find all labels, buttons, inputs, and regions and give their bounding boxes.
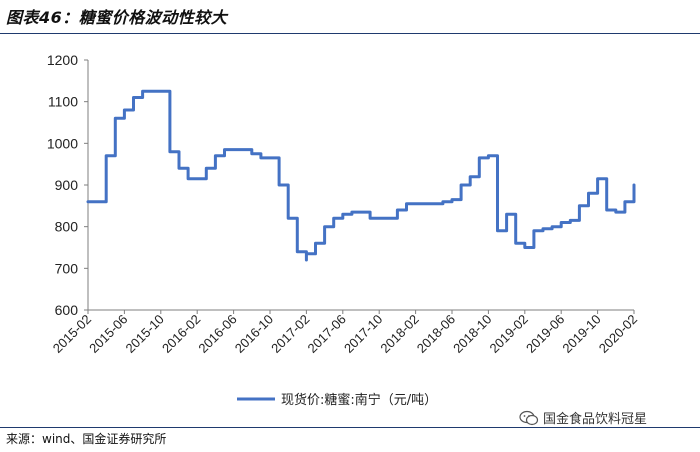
y-tick-label: 1000 xyxy=(47,135,78,151)
x-tick-label: 2018-10 xyxy=(450,312,494,356)
chart-legend: 现货价:糖蜜:南宁（元/吨） xyxy=(237,392,437,408)
x-tick-label: 2015-10 xyxy=(123,312,167,356)
x-tick-label: 2018-06 xyxy=(414,312,458,356)
x-tick-label: 2015-02 xyxy=(50,312,94,356)
x-tick-label: 2017-02 xyxy=(268,312,312,356)
x-tick-label: 2020-02 xyxy=(596,312,640,356)
y-tick-label: 700 xyxy=(55,260,79,276)
x-axis-ticks: 2015-022015-062015-102016-022016-062016-… xyxy=(50,310,640,356)
watermark: 国金食品饮料冠星 xyxy=(519,408,647,427)
bottom-divider xyxy=(0,427,700,428)
x-tick-label: 2016-06 xyxy=(195,312,239,356)
x-tick-label: 2019-10 xyxy=(559,312,603,356)
figure-title: 图表46：糖蜜价格波动性较大 xyxy=(6,8,228,27)
x-tick-label: 2015-06 xyxy=(86,312,130,356)
legend-label: 现货价:糖蜜:南宁（元/吨） xyxy=(281,392,437,408)
wechat-icon xyxy=(519,410,539,426)
source-note: 来源：wind、国金证券研究所 xyxy=(6,432,167,446)
y-tick-label: 800 xyxy=(55,219,79,235)
x-tick-label: 2016-10 xyxy=(232,312,276,356)
x-tick-label: 2017-06 xyxy=(305,312,349,356)
y-axis-ticks: 600 700 800 900 1000 1100 1200 xyxy=(47,52,88,318)
y-tick-label: 900 xyxy=(55,177,79,193)
title-divider xyxy=(0,33,700,34)
y-tick-label: 1200 xyxy=(47,52,78,68)
x-tick-label: 2016-02 xyxy=(159,312,203,356)
x-tick-label: 2019-02 xyxy=(487,312,531,356)
x-tick-label: 2019-06 xyxy=(523,312,567,356)
x-tick-label: 2017-10 xyxy=(341,312,385,356)
series-group xyxy=(86,89,636,262)
y-tick-label: 1100 xyxy=(48,94,78,110)
x-tick-label: 2018-02 xyxy=(377,312,421,356)
watermark-text: 国金食品饮料冠星 xyxy=(543,412,648,427)
y-tick-label: 600 xyxy=(55,302,79,318)
series-line-molasses-price xyxy=(86,89,636,262)
